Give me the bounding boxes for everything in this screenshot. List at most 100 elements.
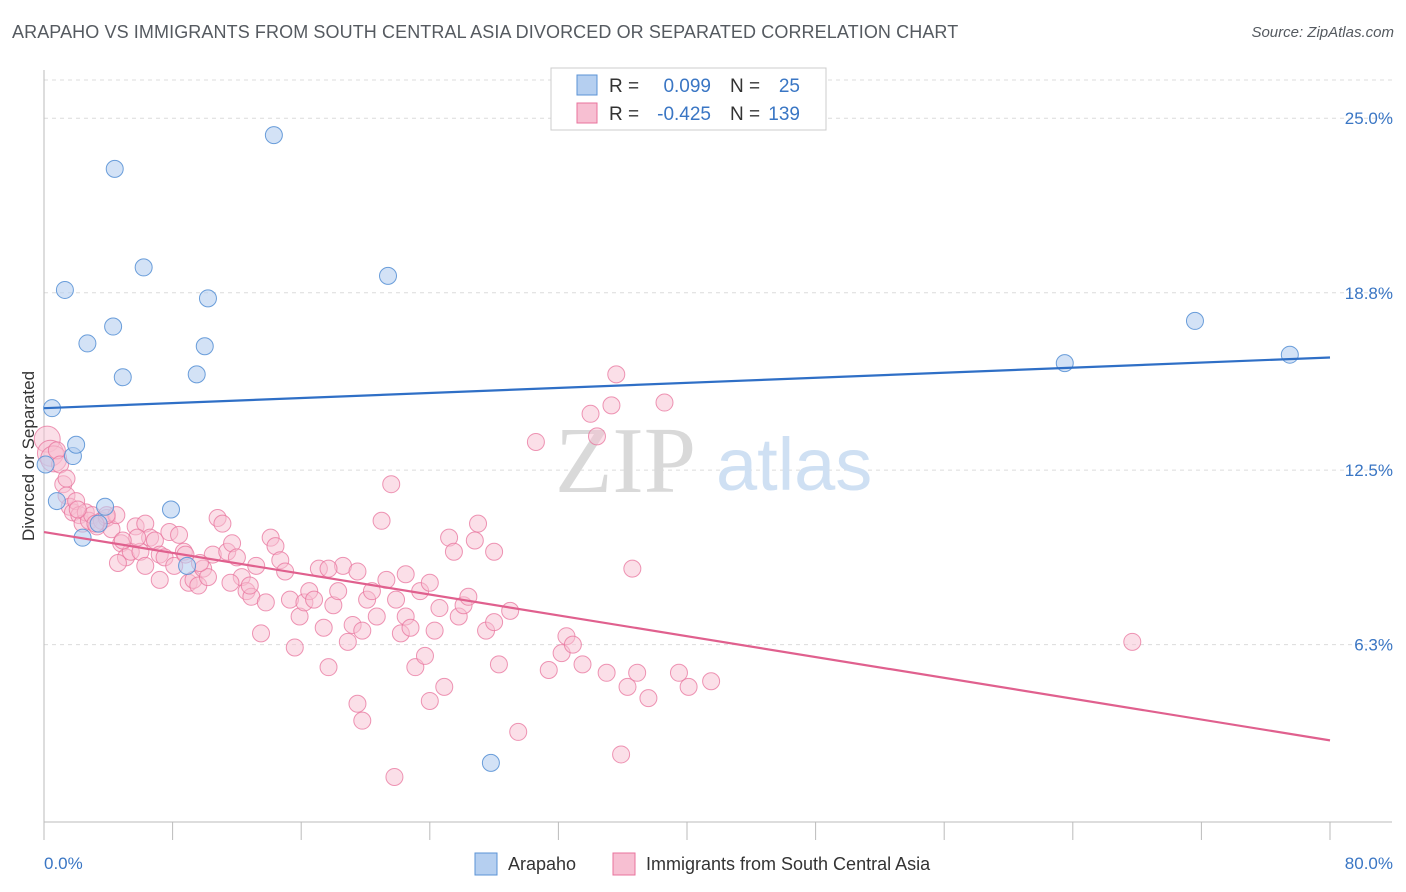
point-immigrants	[587, 427, 606, 446]
legend-r-value-2: -0.425	[657, 104, 711, 125]
point-immigrants	[1123, 632, 1142, 651]
point-immigrants	[618, 677, 637, 696]
point-immigrants	[415, 646, 434, 665]
trend-line-immigrants	[43, 530, 1331, 742]
point-arapaho	[104, 317, 123, 336]
point-immigrants	[563, 635, 582, 654]
y-tick-label: 12.5%	[1345, 461, 1393, 480]
y-axis-label: Divorced or Separated	[19, 371, 38, 541]
point-immigrants	[465, 531, 484, 550]
point-immigrants	[108, 554, 127, 573]
point-arapaho	[195, 337, 214, 356]
y-tick-label: 18.8%	[1345, 284, 1393, 303]
point-immigrants	[396, 565, 415, 584]
point-arapaho	[113, 368, 132, 387]
point-arapaho	[1280, 345, 1299, 364]
point-arapaho	[481, 753, 500, 772]
point-immigrants	[353, 621, 372, 640]
point-immigrants	[387, 590, 406, 609]
point-arapaho	[105, 159, 124, 178]
y-tick-labels: 6.3% 12.5% 18.8% 25.0%	[1345, 109, 1393, 654]
point-immigrants	[469, 514, 488, 533]
legend-n-label-1: N =	[730, 76, 760, 97]
x-tick-labels: 0.0% 80.0%	[44, 854, 1393, 873]
point-arapaho	[161, 500, 180, 519]
source-label: Source: ZipAtlas.com	[1251, 24, 1394, 41]
point-immigrants	[338, 632, 357, 651]
point-immigrants	[285, 638, 304, 657]
point-immigrants	[170, 525, 189, 544]
bottom-legend-swatch-immigrants	[612, 852, 636, 876]
point-immigrants	[607, 365, 626, 384]
point-immigrants	[425, 621, 444, 640]
point-immigrants	[485, 613, 504, 632]
point-immigrants	[348, 694, 367, 713]
point-immigrants	[420, 573, 439, 592]
point-immigrants	[444, 542, 463, 561]
legend-n-value-2: 139	[768, 104, 800, 125]
y-tick-label: 6.3%	[1354, 636, 1393, 655]
point-immigrants	[539, 660, 558, 679]
point-immigrants	[628, 663, 647, 682]
point-arapaho	[178, 556, 197, 575]
series-immigrants-points	[33, 365, 1142, 786]
legend-swatch-immigrants	[576, 102, 598, 124]
point-immigrants	[573, 655, 592, 674]
point-immigrants	[150, 570, 169, 589]
point-immigrants	[382, 475, 401, 494]
point-immigrants	[68, 500, 87, 519]
point-arapaho	[134, 258, 153, 277]
point-immigrants	[314, 618, 333, 637]
point-arapaho	[67, 435, 86, 454]
point-immigrants	[639, 689, 658, 708]
watermark-atlas: atlas	[716, 423, 872, 506]
trend-lines	[43, 356, 1331, 742]
point-immigrants	[623, 559, 642, 578]
point-arapaho	[47, 492, 66, 511]
x-tick-label-min: 0.0%	[44, 854, 83, 873]
legend: R = 0.099 N = 25 R = -0.425 N = 139	[550, 67, 827, 131]
point-arapaho	[36, 455, 55, 474]
point-immigrants	[669, 663, 688, 682]
point-immigrants	[581, 404, 600, 423]
point-immigrants	[372, 511, 391, 530]
point-immigrants	[602, 396, 621, 415]
point-immigrants	[509, 722, 528, 741]
point-immigrants	[501, 601, 520, 620]
point-immigrants	[679, 677, 698, 696]
point-immigrants	[401, 618, 420, 637]
point-immigrants	[489, 655, 508, 674]
point-immigrants	[136, 556, 155, 575]
point-immigrants	[420, 691, 439, 710]
point-immigrants	[367, 607, 386, 626]
point-immigrants	[221, 573, 240, 592]
x-tick-label-max: 80.0%	[1345, 854, 1393, 873]
point-immigrants	[430, 599, 449, 618]
point-immigrants	[435, 677, 454, 696]
point-immigrants	[319, 559, 338, 578]
point-immigrants	[353, 711, 372, 730]
series-arapaho-points	[36, 126, 1299, 772]
bottom-legend-arapaho: Arapaho	[508, 854, 576, 874]
point-immigrants	[319, 658, 338, 677]
point-arapaho	[1185, 311, 1204, 330]
point-immigrants	[256, 593, 275, 612]
bottom-legend-immigrants: Immigrants from South Central Asia	[646, 854, 931, 874]
point-immigrants	[57, 469, 76, 488]
point-arapaho	[264, 126, 283, 145]
point-immigrants	[612, 745, 631, 764]
bottom-legend: Arapaho Immigrants from South Central As…	[474, 852, 931, 876]
legend-n-label-2: N =	[730, 104, 760, 125]
legend-r-label-2: R =	[609, 104, 639, 125]
y-tick-label: 25.0%	[1345, 109, 1393, 128]
point-immigrants	[252, 624, 271, 643]
point-immigrants	[329, 582, 348, 601]
point-arapaho	[187, 365, 206, 384]
point-immigrants	[385, 767, 404, 786]
legend-r-label-1: R =	[609, 76, 639, 97]
watermark-zip: ZIP	[555, 409, 696, 513]
point-immigrants	[702, 672, 721, 691]
point-arapaho	[96, 497, 115, 516]
legend-swatch-arapaho	[576, 74, 598, 96]
